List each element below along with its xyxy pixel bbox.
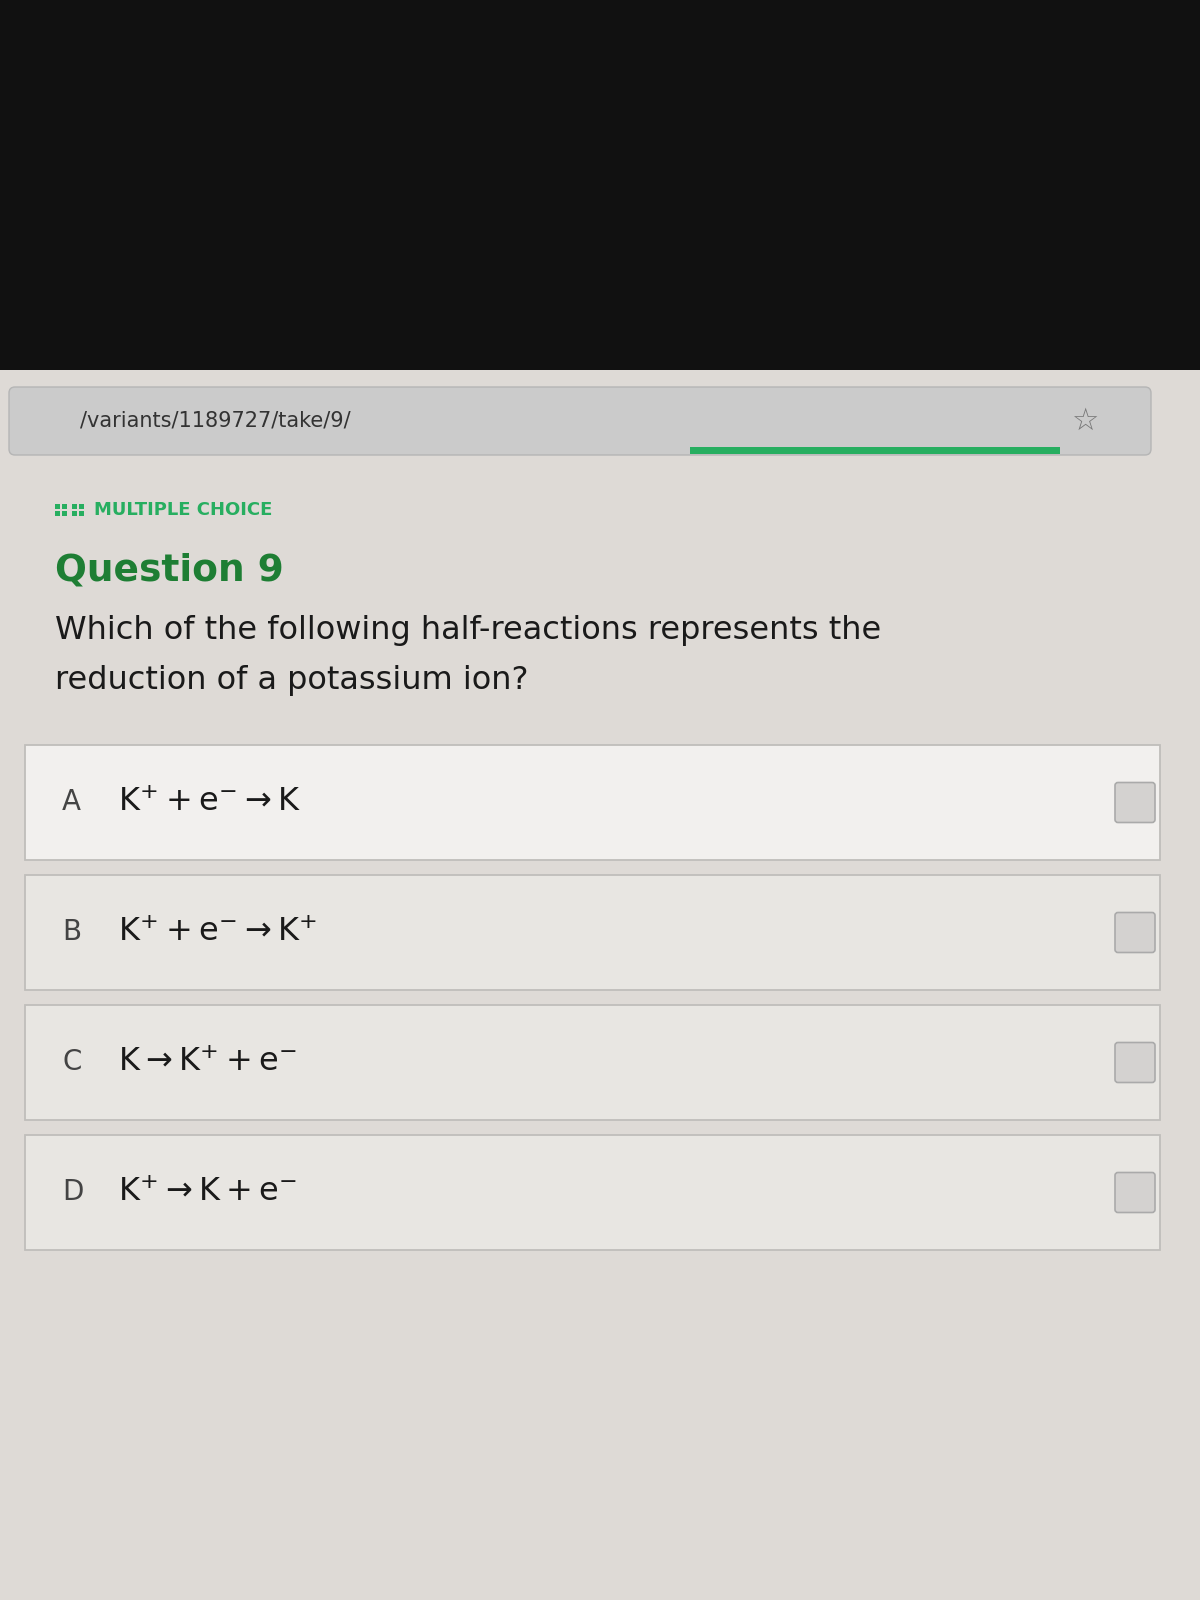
Text: /variants/1189727/take/9/: /variants/1189727/take/9/ <box>80 411 350 430</box>
Text: $\mathsf{K^{+} + e^{-} \rightarrow K}$: $\mathsf{K^{+} + e^{-} \rightarrow K}$ <box>118 787 301 818</box>
Text: B: B <box>62 918 82 947</box>
FancyBboxPatch shape <box>55 510 60 515</box>
FancyBboxPatch shape <box>1115 1043 1154 1083</box>
Text: $\mathsf{K \rightarrow K^{+} + e^{-}}$: $\mathsf{K \rightarrow K^{+} + e^{-}}$ <box>118 1046 296 1078</box>
Text: D: D <box>62 1179 83 1206</box>
FancyBboxPatch shape <box>25 1134 1160 1250</box>
FancyBboxPatch shape <box>0 0 1200 370</box>
FancyBboxPatch shape <box>10 387 1151 454</box>
Text: reduction of a potassium ion?: reduction of a potassium ion? <box>55 664 528 696</box>
FancyBboxPatch shape <box>62 510 67 515</box>
FancyBboxPatch shape <box>1115 782 1154 822</box>
FancyBboxPatch shape <box>55 504 60 509</box>
FancyBboxPatch shape <box>25 1005 1160 1120</box>
FancyBboxPatch shape <box>1115 1173 1154 1213</box>
FancyBboxPatch shape <box>0 1250 1200 1600</box>
FancyBboxPatch shape <box>25 746 1160 861</box>
Text: Which of the following half-reactions represents the: Which of the following half-reactions re… <box>55 614 881 645</box>
Text: ☆: ☆ <box>1072 406 1099 435</box>
Text: Question 9: Question 9 <box>55 552 283 587</box>
Text: C: C <box>62 1048 82 1077</box>
FancyBboxPatch shape <box>72 510 77 515</box>
FancyBboxPatch shape <box>1115 912 1154 952</box>
FancyBboxPatch shape <box>25 875 1160 990</box>
FancyBboxPatch shape <box>79 504 84 509</box>
FancyBboxPatch shape <box>79 510 84 515</box>
FancyBboxPatch shape <box>62 504 67 509</box>
FancyBboxPatch shape <box>72 504 77 509</box>
Text: MULTIPLE CHOICE: MULTIPLE CHOICE <box>94 501 272 518</box>
Text: $\mathsf{K^{+} \rightarrow K + e^{-}}$: $\mathsf{K^{+} \rightarrow K + e^{-}}$ <box>118 1178 296 1208</box>
FancyBboxPatch shape <box>690 446 1060 454</box>
Text: A: A <box>62 789 82 816</box>
FancyBboxPatch shape <box>0 370 1200 1600</box>
Text: $\mathsf{K^{+} + e^{-} \rightarrow K^{+}}$: $\mathsf{K^{+} + e^{-} \rightarrow K^{+}… <box>118 917 317 947</box>
